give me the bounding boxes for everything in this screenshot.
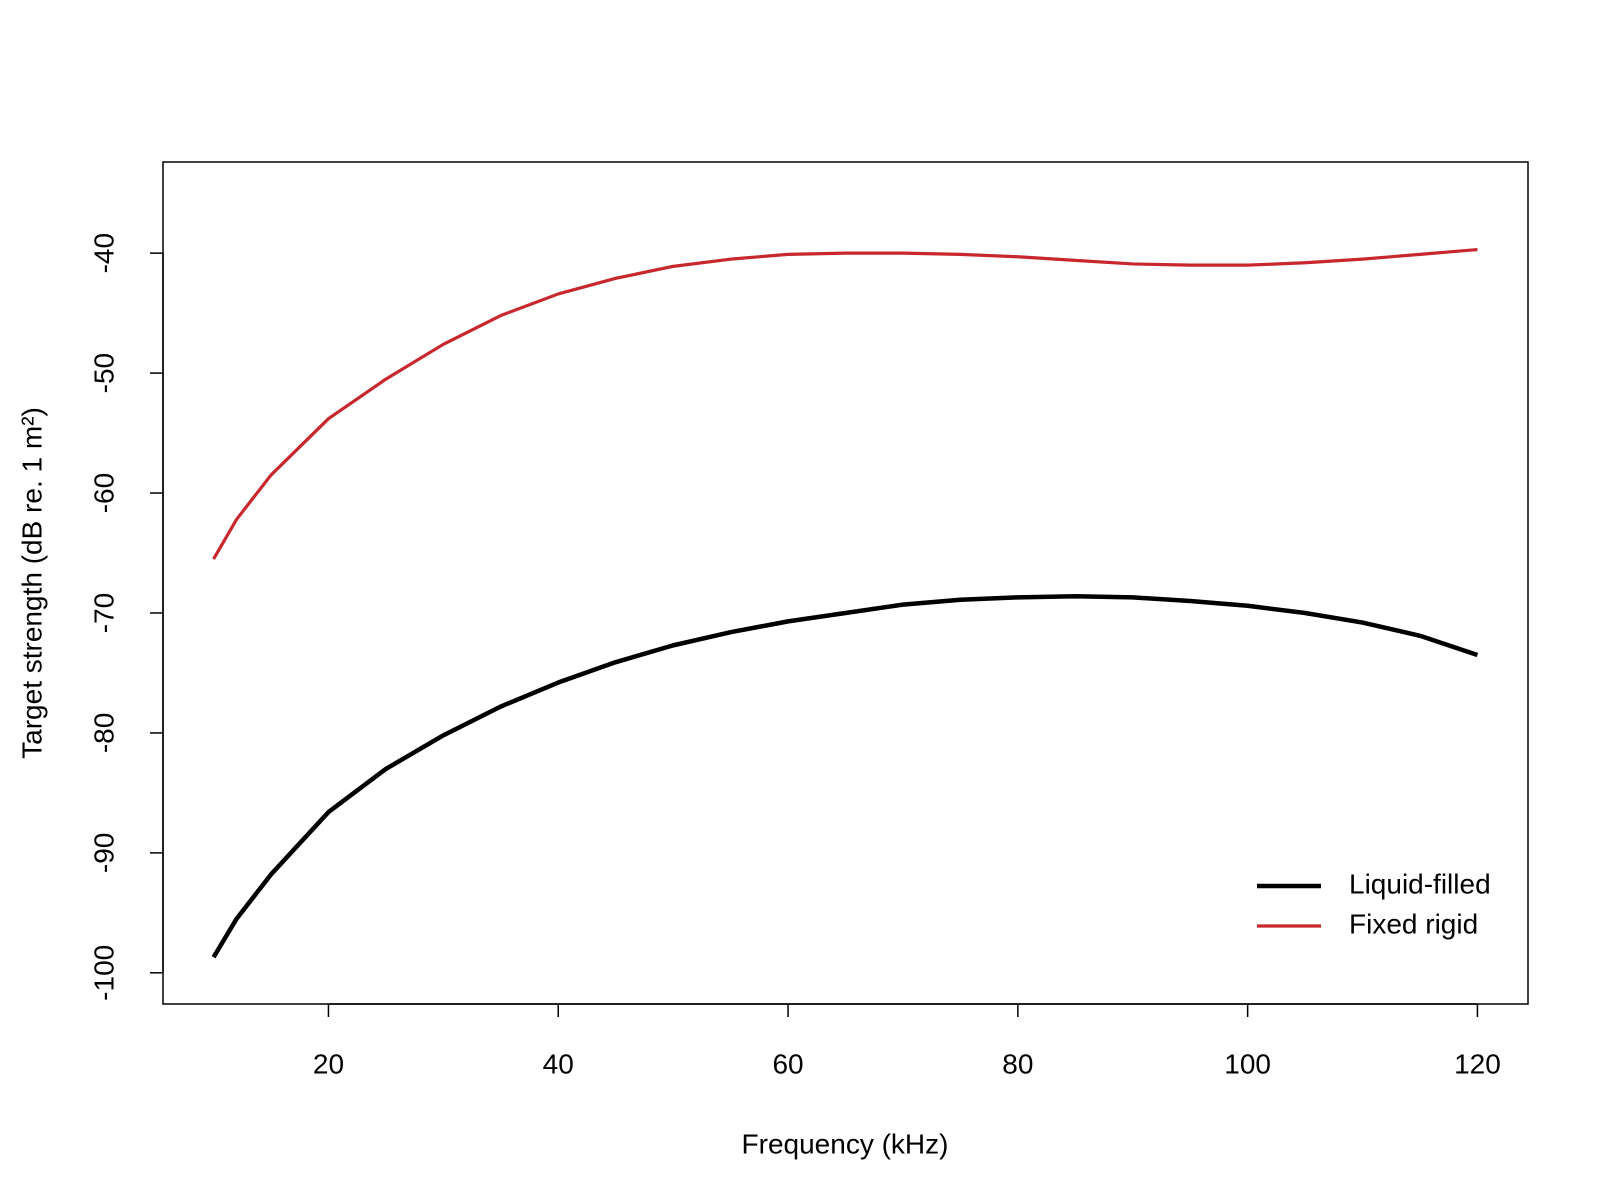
x-tick-label: 20 [313, 1048, 344, 1079]
series-line [212, 247, 1478, 560]
x-tick-label: 60 [772, 1048, 803, 1079]
y-tick-label: -50 [88, 353, 119, 393]
legend-label: Fixed rigid [1349, 908, 1478, 939]
y-tick-label: -60 [88, 473, 119, 513]
x-tick-label: 80 [1002, 1048, 1033, 1079]
x-axis-label: Frequency (kHz) [742, 1128, 949, 1159]
x-tick-label: 120 [1454, 1048, 1501, 1079]
x-tick-label: 100 [1224, 1048, 1271, 1079]
y-tick-label: -90 [88, 833, 119, 873]
y-axis-label: Target strength (dB re. 1 m²) [16, 407, 47, 759]
legend-label: Liquid-filled [1349, 868, 1491, 899]
y-tick-label: -100 [88, 945, 119, 1001]
y-tick-label: -40 [88, 233, 119, 273]
y-tick-label: -70 [88, 593, 119, 633]
series-line [211, 593, 1479, 959]
y-tick-label: -80 [88, 713, 119, 753]
x-tick-label: 40 [543, 1048, 574, 1079]
